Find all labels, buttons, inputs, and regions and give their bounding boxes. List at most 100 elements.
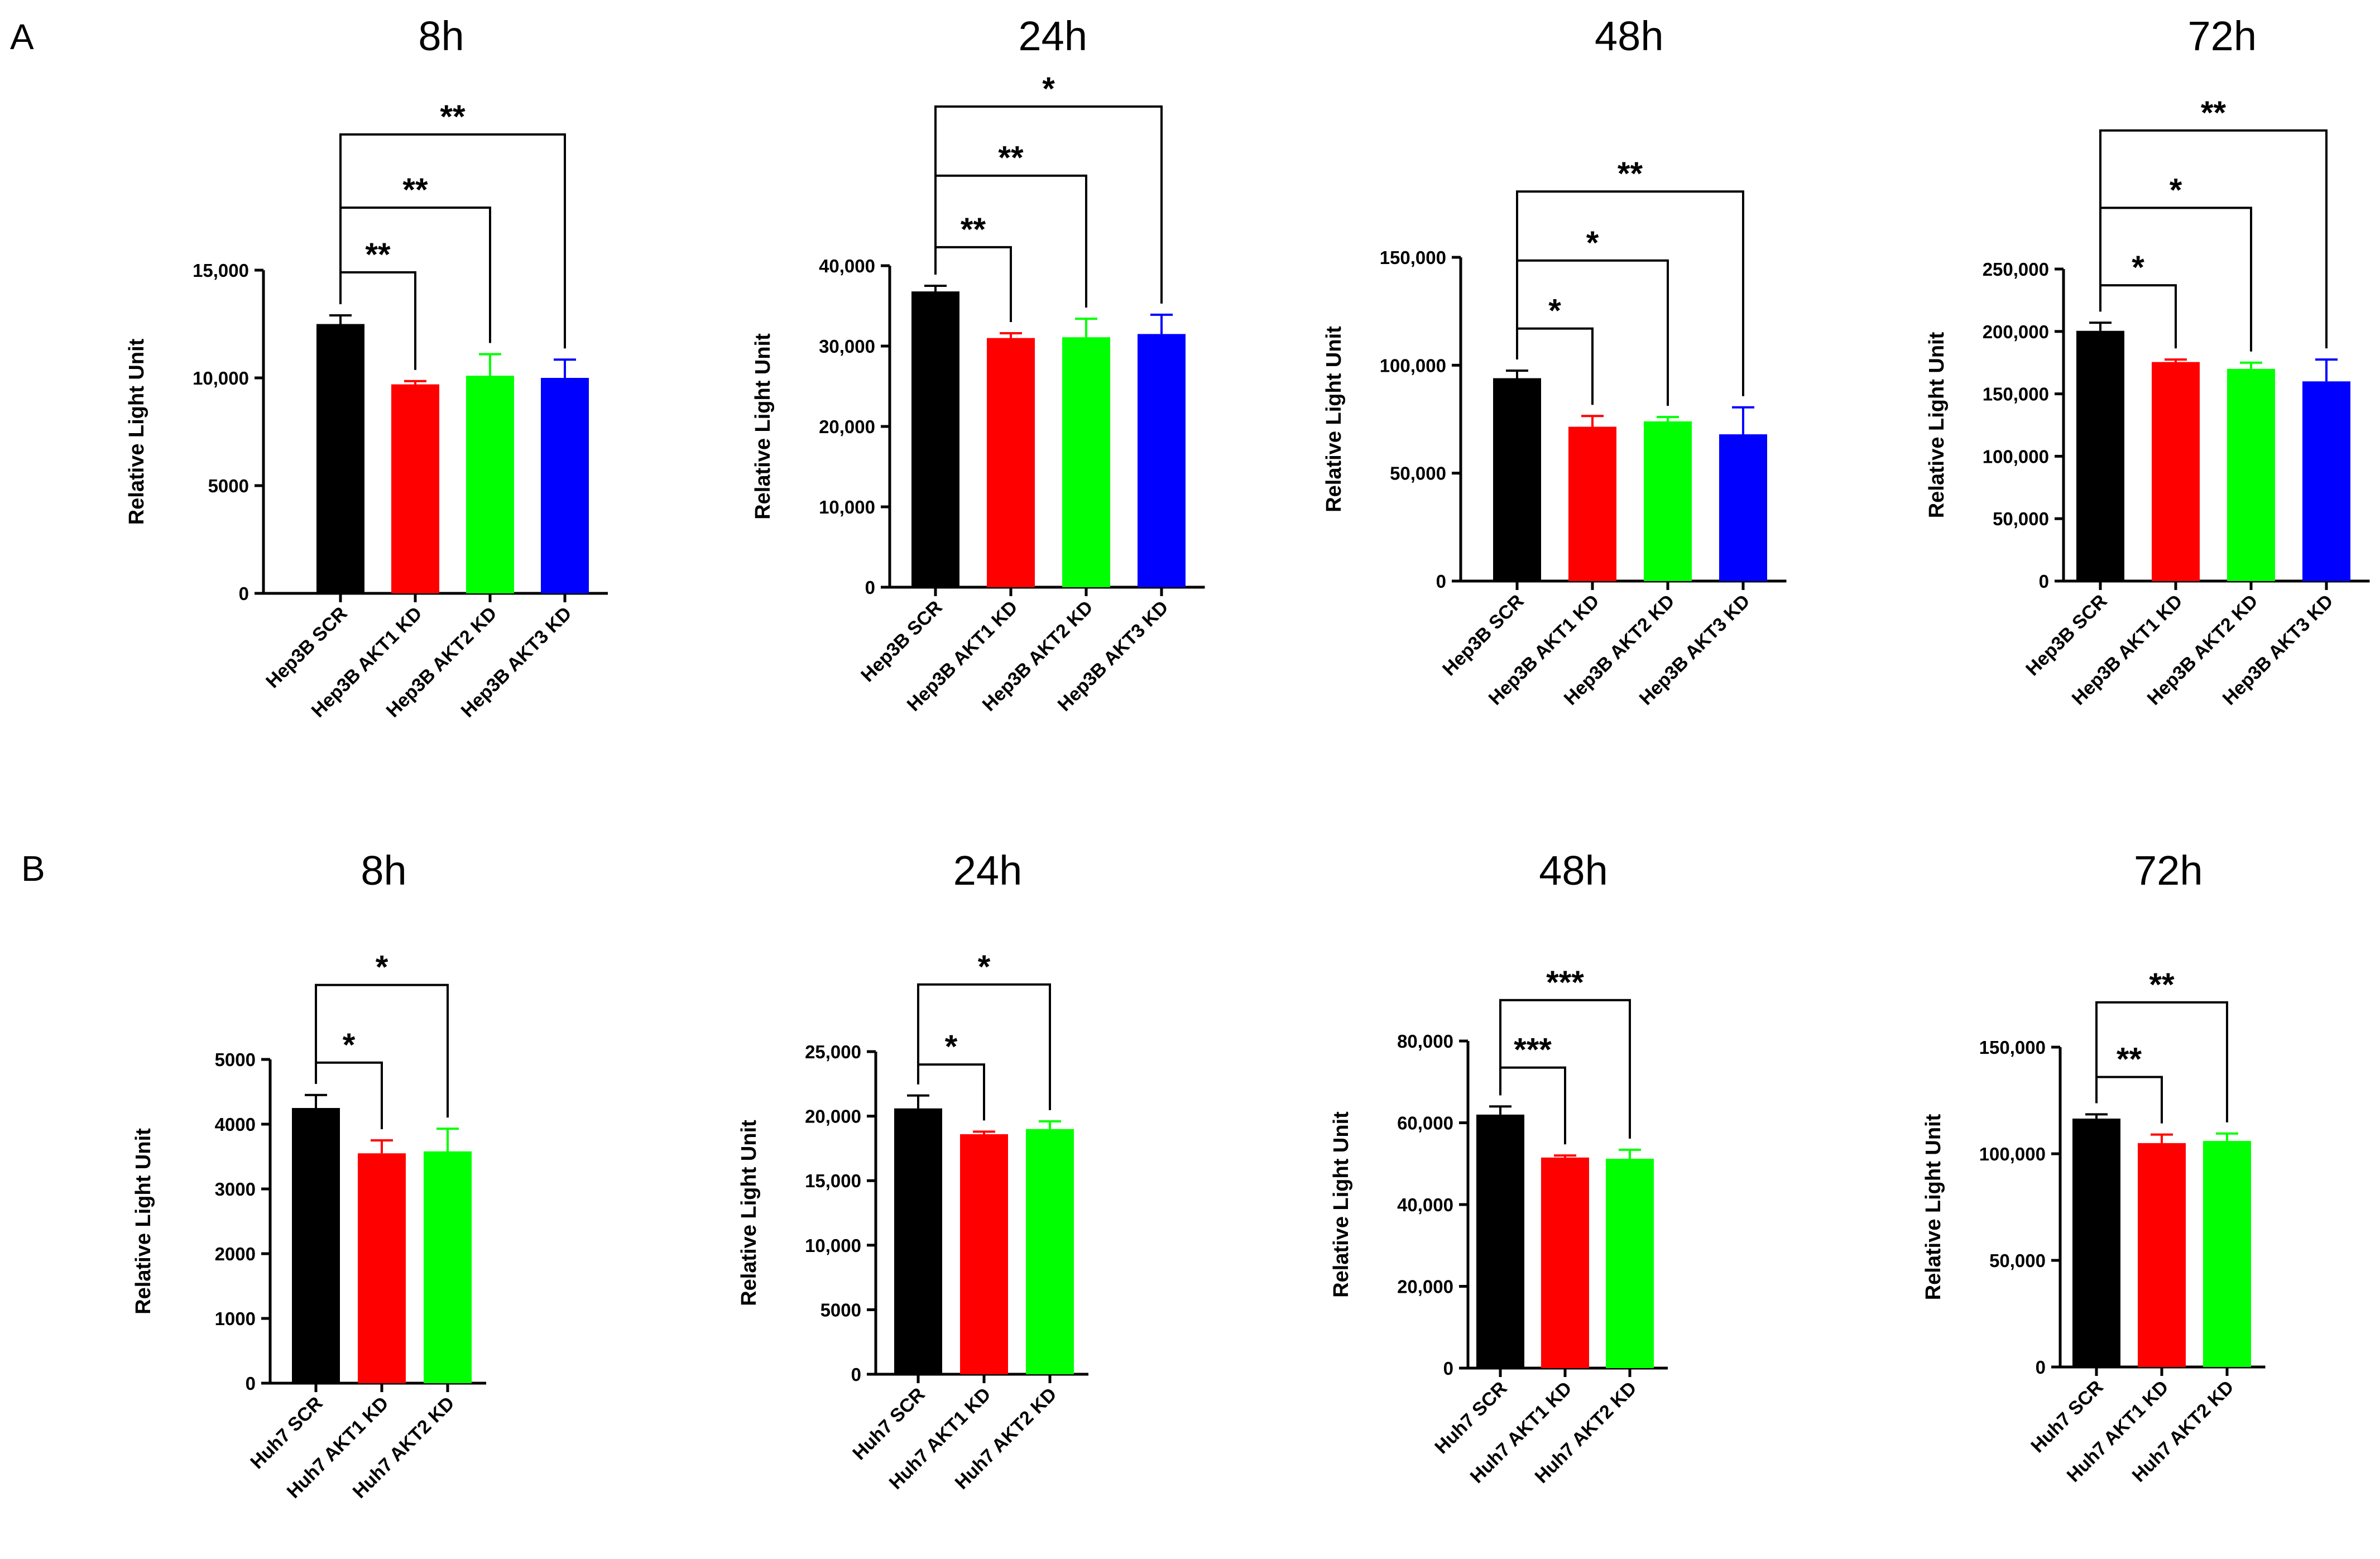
- y-tick-label: 50,000: [1989, 1250, 2046, 1271]
- y-tick-label: 0: [2036, 1357, 2046, 1378]
- bar: [2076, 330, 2124, 581]
- y-axis-label: Relative Light Unit: [1330, 1111, 1353, 1298]
- y-tick-label: 3000: [215, 1179, 256, 1200]
- y-tick-label: 250,000: [1983, 259, 2049, 280]
- bar: [2203, 1141, 2251, 1367]
- y-tick-label: 10,000: [819, 497, 875, 517]
- bar: [466, 376, 514, 593]
- y-tick-label: 4000: [215, 1114, 256, 1135]
- bar: [292, 1108, 340, 1383]
- y-tick-label: 5000: [820, 1299, 861, 1320]
- y-axis-label: Relative Light Unit: [1322, 326, 1346, 512]
- significance-label: *: [343, 1027, 356, 1063]
- significance-label: **: [365, 237, 391, 273]
- significance-label: *: [2132, 250, 2144, 286]
- panel-letter-b: B: [21, 848, 45, 889]
- chart-8: 72h Relative Light Unit 0 50,000 100,000 150,…: [1922, 847, 2266, 1486]
- chart-title: 72h: [2188, 13, 2257, 59]
- y-tick-label: 25,000: [805, 1042, 861, 1062]
- y-axis-label: Relative Light Unit: [1922, 1114, 1945, 1300]
- y-axis-label: Relative Light Unit: [1925, 332, 1949, 518]
- bar: [2302, 381, 2350, 581]
- bar: [1493, 378, 1541, 581]
- y-tick-label: 0: [239, 583, 249, 604]
- significance-label: *: [978, 949, 991, 985]
- y-tick-label: 40,000: [819, 256, 875, 276]
- bar: [1138, 334, 1186, 587]
- y-tick-label: 60,000: [1397, 1113, 1453, 1134]
- y-axis-label: Relative Light Unit: [737, 1120, 761, 1306]
- significance-label: **: [2201, 95, 2227, 131]
- y-tick-label: 5000: [215, 1049, 256, 1070]
- bar: [541, 378, 589, 593]
- bar: [1719, 434, 1767, 581]
- y-tick-label: 150,000: [1380, 247, 1446, 268]
- y-tick-label: 30,000: [819, 336, 875, 357]
- panel-letter-a: A: [10, 17, 34, 57]
- y-tick-label: 0: [2039, 571, 2049, 592]
- chart-title: 24h: [953, 847, 1022, 894]
- bar: [894, 1108, 942, 1374]
- bar: [391, 384, 439, 593]
- significance-bracket: [2095, 1001, 2228, 1123]
- bar: [2138, 1143, 2186, 1367]
- bar: [358, 1153, 406, 1383]
- bar: [2227, 368, 2275, 581]
- chart-6: 24h Relative Light Unit 0 5000 10,000 15,000 2…: [737, 847, 1088, 1494]
- chart-5: 8h Relative Light Unit 0 1000 2000 3000 4000 50…: [132, 847, 486, 1503]
- chart-7: 48h Relative Light Unit 0 20,000 40,000 60,00…: [1330, 847, 1668, 1488]
- y-tick-label: 5000: [208, 476, 249, 496]
- bar: [1476, 1114, 1524, 1368]
- significance-label: *: [1586, 225, 1599, 261]
- significance-bracket: [1499, 999, 1631, 1139]
- y-tick-label: 150,000: [1979, 1037, 2046, 1058]
- y-tick-label: 15,000: [193, 260, 249, 281]
- y-tick-label: 0: [865, 577, 875, 598]
- significance-label: **: [2117, 1041, 2142, 1077]
- bar: [2152, 362, 2200, 581]
- bar: [1606, 1158, 1654, 1368]
- bar: [1568, 426, 1616, 581]
- y-tick-label: 150,000: [1983, 384, 2049, 405]
- chart-2: 24h Relative Light Unit 0 10,000 20,000 30,00…: [751, 13, 1205, 716]
- y-tick-label: 0: [246, 1373, 256, 1394]
- significance-label: ***: [1514, 1032, 1552, 1068]
- y-axis-label: Relative Light Unit: [132, 1128, 155, 1315]
- chart-title: 48h: [1595, 13, 1663, 59]
- y-tick-label: 50,000: [1390, 463, 1446, 484]
- y-tick-label: 1000: [215, 1308, 256, 1329]
- bar: [1062, 337, 1110, 587]
- significance-label: *: [945, 1029, 958, 1065]
- chart-title: 8h: [418, 13, 464, 59]
- y-axis-label: Relative Light Unit: [751, 333, 775, 520]
- significance-label: **: [961, 212, 986, 248]
- y-tick-label: 100,000: [1979, 1144, 2046, 1164]
- significance-label: *: [376, 949, 388, 986]
- bar: [911, 291, 959, 587]
- y-tick-label: 20,000: [819, 416, 875, 437]
- y-tick-label: 10,000: [193, 368, 249, 388]
- y-tick-label: 0: [1443, 1358, 1453, 1379]
- significance-label: *: [1548, 293, 1561, 329]
- significance-label: ***: [1546, 965, 1584, 1001]
- chart-title: 72h: [2134, 847, 2203, 894]
- chart-4: 72h Relative Light Unit 0 50,000 100,000 150,…: [1925, 13, 2370, 709]
- y-tick-label: 20,000: [1397, 1277, 1453, 1297]
- y-tick-label: 100,000: [1380, 355, 1446, 376]
- y-tick-label: 200,000: [1983, 322, 2049, 342]
- chart-title: 48h: [1539, 847, 1608, 894]
- chart-title: 8h: [361, 847, 406, 894]
- bar: [316, 324, 364, 593]
- significance-label: **: [998, 140, 1024, 176]
- significance-bracket: [2099, 129, 2328, 349]
- bar: [1541, 1157, 1589, 1368]
- y-tick-label: 40,000: [1397, 1195, 1453, 1215]
- bar: [2072, 1118, 2120, 1367]
- y-tick-label: 100,000: [1983, 446, 2049, 467]
- significance-label: **: [1618, 156, 1643, 192]
- significance-label: **: [2149, 967, 2175, 1003]
- y-tick-label: 80,000: [1397, 1031, 1453, 1052]
- significance-label: **: [402, 172, 428, 208]
